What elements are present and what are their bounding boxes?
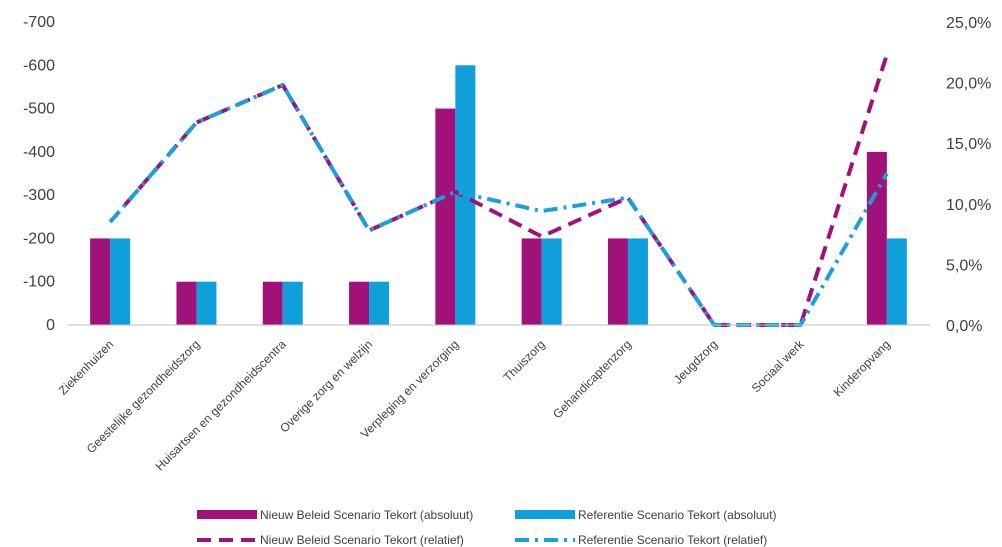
y-right-tick-label: 10,0% (946, 197, 991, 214)
bar-nieuw-beleid-scenario-tekort-absoluut (435, 108, 456, 325)
x-tick-label: Thuiszorg (501, 337, 548, 384)
line-referentie-scenario-tekort-relatief (108, 83, 889, 327)
legend-label: Nieuw Beleid Scenario Tekort (absoluut) (260, 508, 473, 522)
legend-label: Nieuw Beleid Scenario Tekort (relatief) (260, 533, 464, 547)
x-tick-label: Kinderopvang (831, 337, 893, 399)
lines-layer (108, 54, 889, 327)
bars-layer (90, 65, 907, 326)
bar-nieuw-beleid-scenario-tekort-absoluut (176, 281, 197, 325)
bar-nieuw-beleid-scenario-tekort-absoluut (90, 238, 111, 325)
bar-referentie-scenario-tekort-absoluut (541, 238, 562, 325)
legend-label: Referentie Scenario Tekort (absoluut) (578, 508, 777, 522)
legend-swatch (197, 510, 257, 519)
x-tick-label: Sociaal werk (749, 337, 808, 396)
y-left-tick-label: 0 (46, 317, 55, 334)
x-tick-label: Ziekenhuizen (56, 337, 116, 397)
legend-label: Referentie Scenario Tekort (relatief) (578, 533, 767, 547)
bar-nieuw-beleid-scenario-tekort-absoluut (607, 238, 628, 325)
legend: Nieuw Beleid Scenario Tekort (absoluut) R… (197, 508, 777, 547)
y-right-tick-label: 15,0% (946, 136, 991, 153)
bar-referentie-scenario-tekort-absoluut (369, 281, 390, 325)
bar-referentie-scenario-tekort-absoluut (627, 238, 648, 325)
y-right-tick-label: 25,0% (946, 15, 991, 32)
y-axis-left: -700 -600 -500 -400 -300 -200 -100 0 (23, 14, 55, 334)
y-left-tick-label: -700 (23, 14, 55, 31)
bar-nieuw-beleid-scenario-tekort-absoluut (866, 151, 887, 325)
y-left-tick-label: -100 (23, 274, 55, 291)
x-tick-label: Overige zorg en welzijn (277, 337, 375, 435)
y-right-tick-label: 0,0% (946, 318, 982, 335)
bar-nieuw-beleid-scenario-tekort-absoluut (262, 281, 283, 325)
bar-nieuw-beleid-scenario-tekort-absoluut (349, 281, 370, 325)
y-right-tick-label: 20,0% (946, 76, 991, 93)
bar-referentie-scenario-tekort-absoluut (282, 281, 303, 325)
y-left-tick-label: -300 (23, 187, 55, 204)
line-nieuw-beleid-scenario-tekort-relatief (108, 54, 889, 327)
y-left-tick-label: -500 (23, 101, 55, 118)
x-tick-label: Gehandicaptenzorg (550, 337, 634, 421)
bar-referentie-scenario-tekort-absoluut (886, 238, 907, 325)
y-left-tick-label: -600 (23, 57, 55, 74)
y-axis-right: 25,0% 20,0% 15,0% 10,0% 5,0% 0,0% (946, 15, 991, 335)
legend-swatch (515, 510, 575, 519)
bar-referentie-scenario-tekort-absoluut (110, 238, 131, 325)
y-left-tick-label: -400 (23, 144, 55, 161)
bar-nieuw-beleid-scenario-tekort-absoluut (521, 238, 542, 325)
x-tick-label: Jeugdzorg (671, 337, 721, 387)
y-left-tick-label: -200 (23, 230, 55, 247)
y-right-tick-label: 5,0% (946, 257, 982, 274)
x-tick-label: Verpleging en verzorging (358, 337, 462, 441)
bar-referentie-scenario-tekort-absoluut (196, 281, 217, 325)
